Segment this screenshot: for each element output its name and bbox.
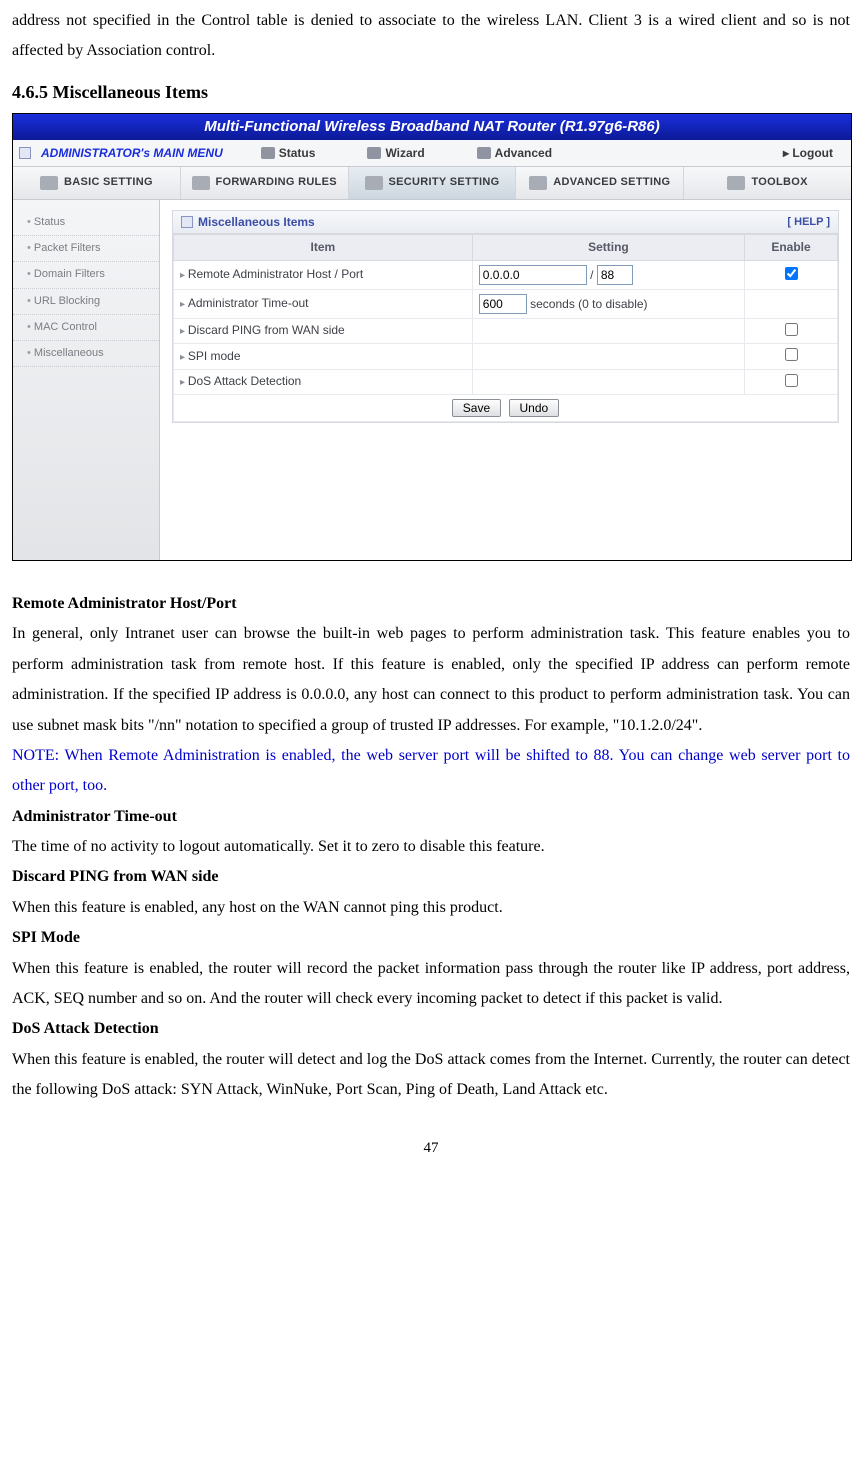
sidebar-item-packet-filters[interactable]: Packet Filters bbox=[13, 236, 159, 262]
subsection-heading: DoS Attack Detection bbox=[12, 1014, 850, 1044]
status-icon bbox=[261, 147, 275, 159]
sidebar-item-domain-filters[interactable]: Domain Filters bbox=[13, 262, 159, 288]
sub-tab-toolbox[interactable]: TOOLBOX bbox=[684, 167, 851, 199]
table-row: Remote Administrator Host / Port / bbox=[174, 260, 838, 289]
sub-tab-advanced-setting[interactable]: ADVANCED SETTING bbox=[516, 167, 684, 199]
menu-icon bbox=[19, 147, 31, 159]
panel-title-text: Miscellaneous Items bbox=[198, 215, 315, 229]
sidebar: StatusPacket FiltersDomain FiltersURL Bl… bbox=[13, 200, 160, 560]
enable-cell bbox=[745, 344, 838, 369]
tab-icon bbox=[192, 176, 210, 190]
timeout-input[interactable] bbox=[479, 294, 527, 314]
wizard-icon bbox=[367, 147, 381, 159]
main-menu-wizard-label: Wizard bbox=[385, 146, 424, 160]
save-button[interactable]: Save bbox=[452, 399, 501, 417]
router-title-bar: Multi-Functional Wireless Broadband NAT … bbox=[13, 114, 851, 140]
item-label: Remote Administrator Host / Port bbox=[174, 260, 473, 289]
sub-tab-forwarding-rules[interactable]: FORWARDING RULES bbox=[181, 167, 349, 199]
sub-tab-label: FORWARDING RULES bbox=[216, 176, 337, 189]
main-menu-status-label: Status bbox=[279, 146, 316, 160]
sidebar-item-status[interactable]: Status bbox=[13, 210, 159, 236]
enable-cell bbox=[745, 260, 838, 289]
logout-link[interactable]: ▸ Logout bbox=[783, 146, 845, 160]
tab-icon bbox=[727, 176, 745, 190]
enable-checkbox[interactable] bbox=[785, 323, 798, 336]
setting-cell bbox=[472, 318, 744, 343]
sidebar-item-miscellaneous[interactable]: Miscellaneous bbox=[13, 341, 159, 367]
sub-tab-basic-setting[interactable]: BASIC SETTING bbox=[13, 167, 181, 199]
col-item: Item bbox=[174, 235, 473, 260]
enable-cell bbox=[745, 289, 838, 318]
body-paragraph: In general, only Intranet user can brows… bbox=[12, 619, 850, 741]
col-enable: Enable bbox=[745, 235, 838, 260]
remote-host-input[interactable] bbox=[479, 265, 587, 285]
item-label: Administrator Time-out bbox=[174, 289, 473, 318]
setting-cell bbox=[472, 369, 744, 394]
undo-button[interactable]: Undo bbox=[509, 399, 560, 417]
page-number: 47 bbox=[12, 1134, 850, 1163]
item-label: DoS Attack Detection bbox=[174, 369, 473, 394]
main-menu: ADMINISTRATOR's MAIN MENU Status Wizard … bbox=[13, 140, 851, 167]
main-menu-status[interactable]: Status bbox=[237, 146, 340, 160]
subsection-heading: Administrator Time-out bbox=[12, 802, 850, 832]
table-row: DoS Attack Detection bbox=[174, 369, 838, 394]
misc-panel: Miscellaneous Items [ HELP ] Item Settin… bbox=[172, 210, 839, 423]
section-heading: 4.6.5 Miscellaneous Items bbox=[12, 75, 850, 109]
tab-icon bbox=[529, 176, 547, 190]
main-menu-advanced[interactable]: Advanced bbox=[453, 146, 576, 160]
enable-checkbox[interactable] bbox=[785, 348, 798, 361]
sub-tab-label: ADVANCED SETTING bbox=[553, 176, 670, 189]
tab-icon bbox=[40, 176, 58, 190]
note-text: NOTE: When Remote Administration is enab… bbox=[12, 741, 850, 802]
table-row: Administrator Time-out seconds (0 to dis… bbox=[174, 289, 838, 318]
col-setting: Setting bbox=[472, 235, 744, 260]
panel-icon bbox=[181, 216, 193, 228]
table-row: SPI mode bbox=[174, 344, 838, 369]
advanced-icon bbox=[477, 147, 491, 159]
enable-checkbox[interactable] bbox=[785, 267, 798, 280]
remote-port-input[interactable] bbox=[597, 265, 633, 285]
body-paragraph: When this feature is enabled, the router… bbox=[12, 954, 850, 1015]
tab-icon bbox=[365, 176, 383, 190]
main-menu-wizard[interactable]: Wizard bbox=[343, 146, 448, 160]
sub-tab-label: TOOLBOX bbox=[751, 176, 807, 189]
button-row: Save Undo bbox=[174, 394, 838, 421]
subsection-heading: Discard PING from WAN side bbox=[12, 862, 850, 892]
table-row: Discard PING from WAN side bbox=[174, 318, 838, 343]
sub-tabs: BASIC SETTING FORWARDING RULES SECURITY SE… bbox=[13, 167, 851, 200]
sub-tab-label: BASIC SETTING bbox=[64, 176, 153, 189]
enable-cell bbox=[745, 369, 838, 394]
sub-tab-label: SECURITY SETTING bbox=[389, 176, 500, 189]
router-screenshot: Multi-Functional Wireless Broadband NAT … bbox=[12, 113, 852, 561]
sidebar-item-mac-control[interactable]: MAC Control bbox=[13, 315, 159, 341]
item-label: SPI mode bbox=[174, 344, 473, 369]
body-paragraph: The time of no activity to logout automa… bbox=[12, 832, 850, 862]
sidebar-item-url-blocking[interactable]: URL Blocking bbox=[13, 289, 159, 315]
enable-cell bbox=[745, 318, 838, 343]
config-table: Item Setting Enable Remote Administrator… bbox=[173, 234, 838, 422]
setting-cell bbox=[472, 344, 744, 369]
setting-cell: seconds (0 to disable) bbox=[472, 289, 744, 318]
item-label: Discard PING from WAN side bbox=[174, 318, 473, 343]
setting-cell: / bbox=[472, 260, 744, 289]
body-paragraph: When this feature is enabled, any host o… bbox=[12, 893, 850, 923]
admin-menu-label: ADMINISTRATOR's MAIN MENU bbox=[35, 146, 233, 160]
sub-tab-security-setting[interactable]: SECURITY SETTING bbox=[349, 167, 517, 199]
intro-paragraph: address not specified in the Control tab… bbox=[12, 6, 850, 67]
enable-checkbox[interactable] bbox=[785, 374, 798, 387]
body-paragraph: When this feature is enabled, the router… bbox=[12, 1045, 850, 1106]
subsection-heading: SPI Mode bbox=[12, 923, 850, 953]
subsection-heading: Remote Administrator Host/Port bbox=[12, 589, 850, 619]
help-link[interactable]: [ HELP ] bbox=[787, 216, 830, 229]
main-menu-advanced-label: Advanced bbox=[495, 146, 552, 160]
